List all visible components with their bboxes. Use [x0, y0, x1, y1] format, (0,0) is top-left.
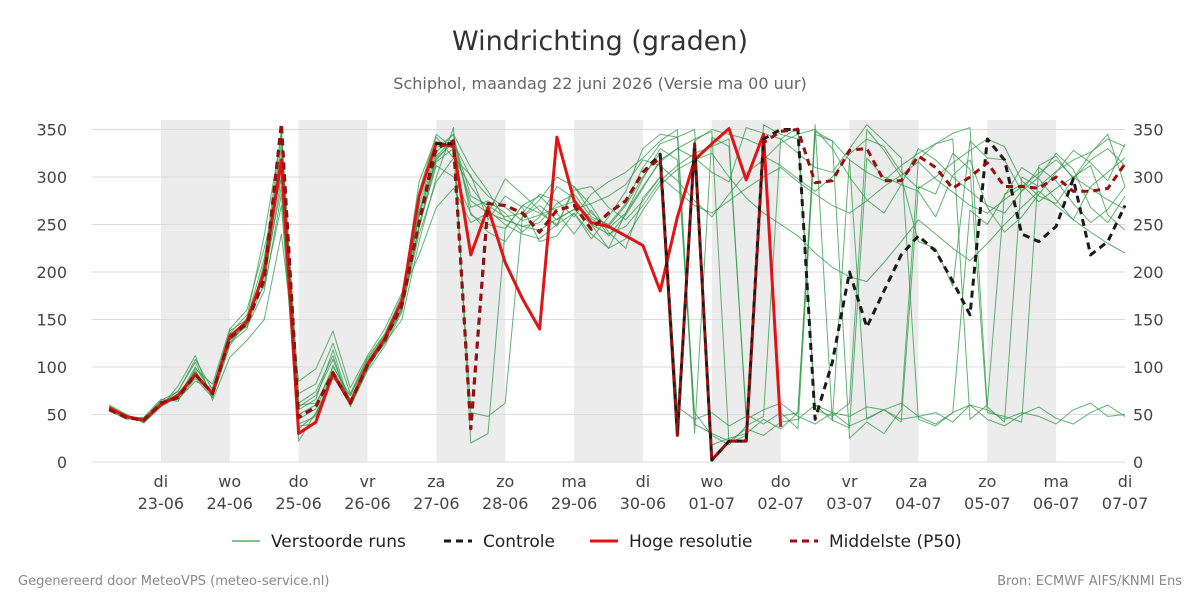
- median-line: [108, 122, 1127, 462]
- x-tick-day-9: do: [771, 472, 791, 491]
- x-tick-date-6: 29-06: [551, 494, 598, 513]
- y-tick-left-200: 200: [36, 263, 67, 282]
- y-tick-left-250: 250: [36, 216, 67, 235]
- x-tick-date-1: 24-06: [206, 494, 253, 513]
- x-tick-day-4: za: [427, 472, 445, 491]
- y-tick-left-150: 150: [36, 311, 67, 330]
- ensemble-member-10: [108, 133, 1126, 421]
- x-tick-day-0: di: [154, 472, 169, 491]
- y-tick-right-0: 0: [1133, 453, 1143, 472]
- y-tick-right-250: 250: [1133, 216, 1164, 235]
- x-tick-date-5: 28-06: [482, 494, 529, 513]
- x-tick-day-14: di: [1118, 472, 1133, 491]
- x-tick-date-0: 23-06: [138, 494, 185, 513]
- x-tick-day-10: vr: [842, 472, 858, 491]
- x-tick-day-5: zo: [496, 472, 514, 491]
- footer-source: Bron: ECMWF AIFS/KNMI Ens: [997, 574, 1182, 589]
- ensemble-member-7: [108, 152, 1126, 425]
- legend-label-median: Middelste (P50): [829, 532, 962, 552]
- legend: Verstoorde runs Controle Hoge resolutie …: [232, 532, 962, 552]
- x-tick-date-7: 30-06: [620, 494, 667, 513]
- x-tick-date-11: 04-07: [895, 494, 942, 513]
- y-tick-left-100: 100: [36, 358, 67, 377]
- x-tick-date-12: 05-07: [964, 494, 1011, 513]
- x-tick-date-3: 26-06: [344, 494, 391, 513]
- y-axis-right: 0 50 100 150 200 250 300 350: [1133, 121, 1164, 473]
- y-tick-right-350: 350: [1133, 121, 1164, 140]
- y-tick-right-50: 50: [1133, 406, 1153, 425]
- footer-generated-by: Gegenereerd door MeteoVPS (meteo-service…: [18, 574, 329, 589]
- legend-label-hires: Hoge resolutie: [629, 532, 753, 552]
- x-tick-day-3: vr: [359, 472, 375, 491]
- y-tick-right-100: 100: [1133, 358, 1164, 377]
- chart-title: Windrichting (graden): [452, 26, 748, 57]
- y-tick-right-300: 300: [1133, 168, 1164, 187]
- x-tick-day-8: wo: [700, 472, 723, 491]
- x-tick-date-4: 27-06: [413, 494, 460, 513]
- ensemble-member-5: [108, 129, 1126, 420]
- night-shading: [160, 120, 1057, 462]
- x-tick-day-11: za: [909, 472, 927, 491]
- shade-band-3: [574, 120, 643, 462]
- x-tick-day-13: ma: [1043, 472, 1068, 491]
- x-tick-day-12: zo: [978, 472, 996, 491]
- y-axis-left: 0 50 100 150 200 250 300 350: [36, 121, 67, 473]
- ensemble-member-1: [108, 133, 1126, 442]
- x-tick-date-8: 01-07: [689, 494, 736, 513]
- legend-label-members: Verstoorde runs: [271, 532, 406, 552]
- x-tick-day-1: wo: [218, 472, 241, 491]
- x-tick-date-2: 25-06: [275, 494, 322, 513]
- ensemble-member-3: [108, 124, 1126, 444]
- x-tick-date-14: 07-07: [1102, 494, 1149, 513]
- main-series: [108, 122, 1127, 462]
- x-tick-date-9: 02-07: [757, 494, 804, 513]
- x-tick-day-6: ma: [561, 472, 586, 491]
- y-tick-right-200: 200: [1133, 263, 1164, 282]
- x-tick-day-7: di: [636, 472, 651, 491]
- chart-subtitle: Schiphol, maandag 22 juni 2026 (Versie m…: [393, 74, 806, 93]
- shade-band-0: [160, 120, 230, 462]
- y-tick-left-0: 0: [57, 453, 67, 472]
- ensemble-member-2: [108, 124, 1126, 436]
- x-tick-day-2: do: [289, 472, 309, 491]
- x-axis: di 23-06 wo 24-06 do 25-06 vr 26-06 za 27-06 zo 28-…: [138, 472, 1149, 513]
- legend-label-control: Controle: [483, 532, 555, 552]
- y-tick-right-150: 150: [1133, 311, 1164, 330]
- y-tick-left-350: 350: [36, 121, 67, 140]
- shade-band-6: [987, 120, 1057, 462]
- x-tick-date-13: 06-07: [1033, 494, 1080, 513]
- x-tick-date-10: 03-07: [826, 494, 873, 513]
- y-tick-left-50: 50: [47, 406, 67, 425]
- y-tick-left-300: 300: [36, 168, 67, 187]
